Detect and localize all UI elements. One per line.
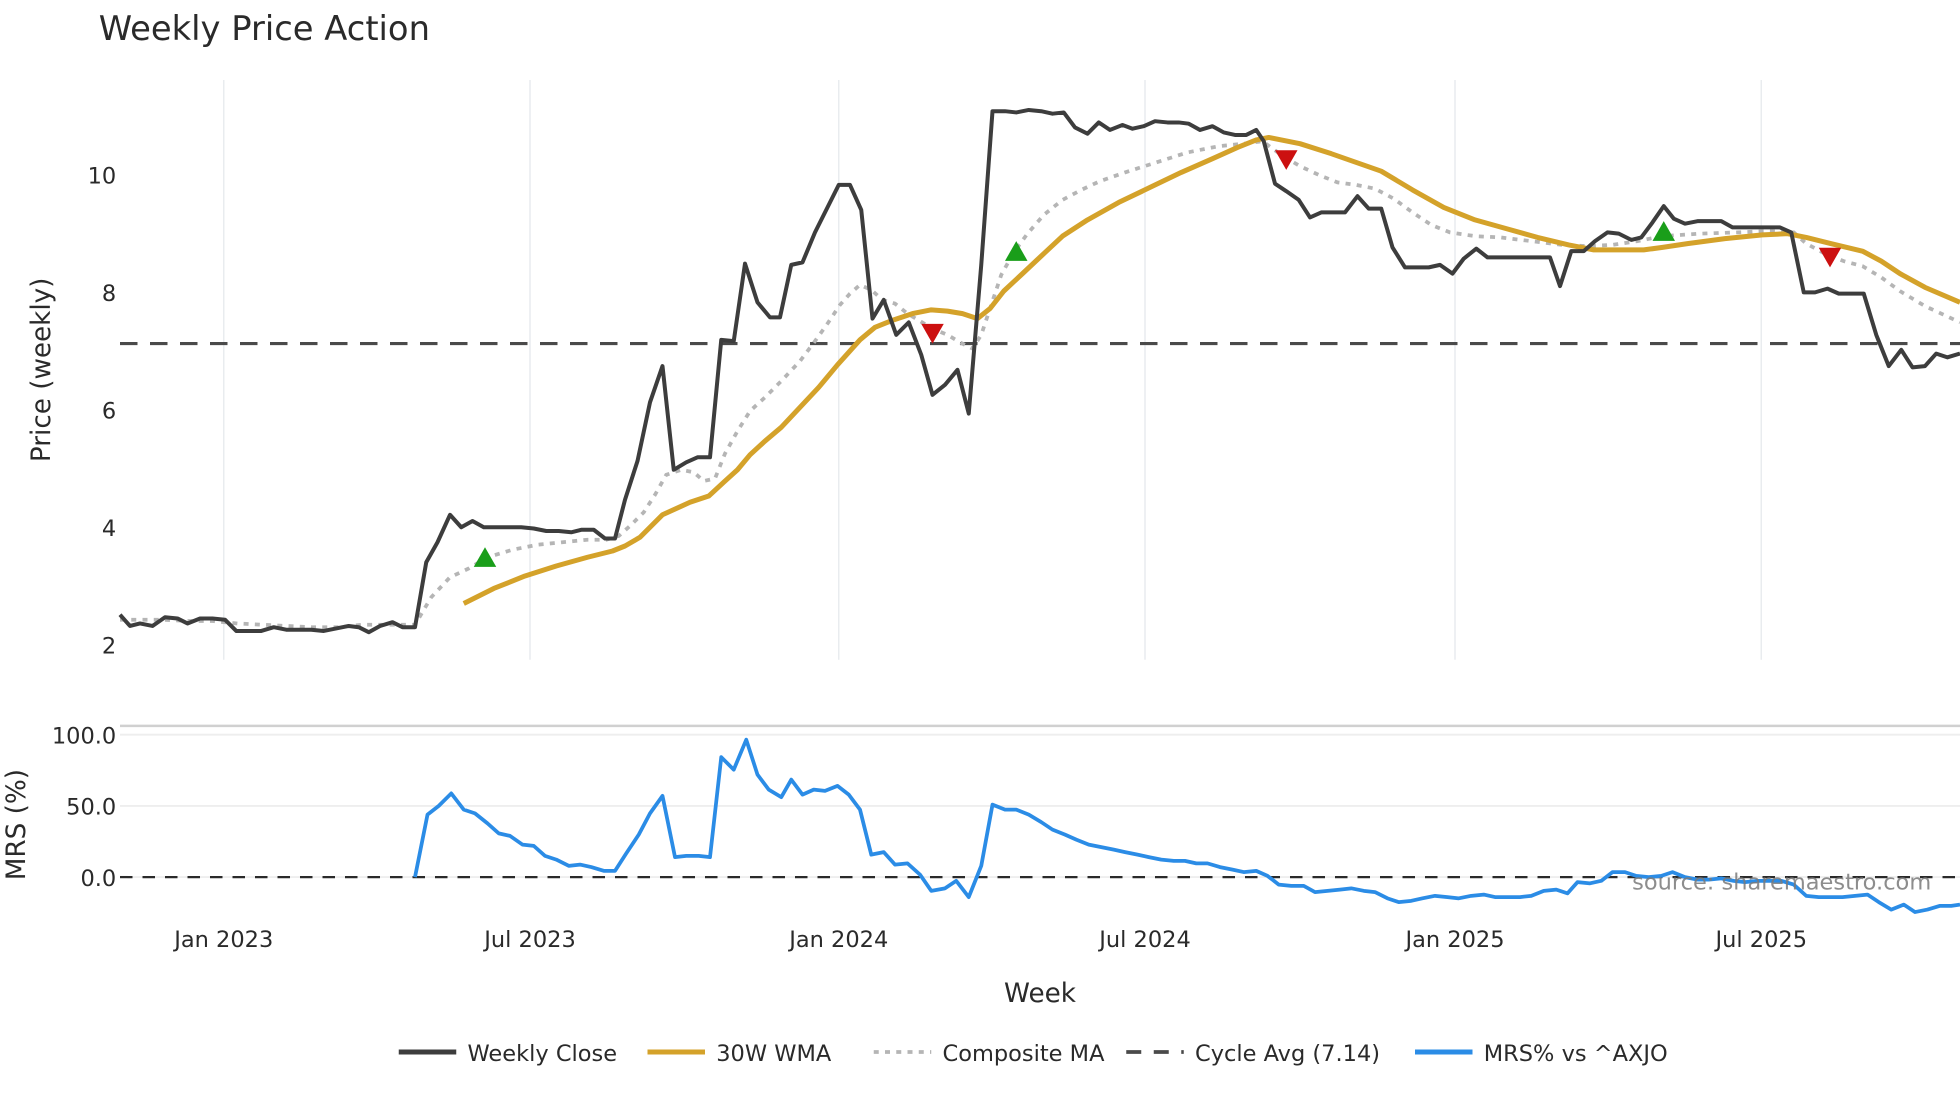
price-y-axis-label: Price (weekly)	[27, 278, 57, 463]
legend-label: MRS% vs ^AXJO	[1484, 1041, 1668, 1067]
x-tick-label: Jan 2023	[172, 927, 273, 953]
legend-item: 30W WMA	[647, 1041, 832, 1067]
x-tick-label: Jul 2025	[1713, 927, 1807, 953]
mrs-y-axis: 100.0 50.0 0.0	[52, 723, 116, 891]
mrs-tick-label: 100.0	[52, 723, 116, 749]
mrs-horizontal-gridlines	[120, 733, 1960, 879]
legend-item: MRS% vs ^AXJO	[1415, 1041, 1668, 1067]
x-tick-label: Jan 2025	[1403, 927, 1504, 953]
weekly-close-line	[118, 107, 1960, 635]
sell-signal-triangle-down-icon	[1818, 247, 1842, 268]
legend-label: Composite MA	[943, 1041, 1106, 1067]
mrs-y-axis-label: MRS (%)	[2, 769, 32, 880]
legend-item: Weekly Close	[398, 1041, 618, 1067]
x-tick-label: Jan 2024	[787, 927, 888, 953]
chart-title: Weekly Price Action	[99, 9, 430, 48]
price-tick-label: 6	[102, 399, 116, 425]
sell-signal-triangle-down-icon	[921, 323, 944, 344]
sell-signal-triangle-down-icon	[1275, 150, 1298, 170]
x-tick-label: Jul 2024	[1097, 927, 1191, 953]
x-axis: Jan 2023 Jul 2023 Jan 2024 Jul 2024 Jan 2025…	[172, 927, 1807, 953]
price-y-axis: 10 8 6 4 2	[88, 164, 117, 660]
mrs-line	[413, 737, 1960, 914]
legend-label: 30W WMA	[716, 1041, 832, 1067]
composite-ma-line	[120, 139, 1960, 630]
legend-label: Cycle Avg (7.14)	[1195, 1041, 1380, 1067]
source-watermark: source: sharemaestro.com	[1632, 870, 1931, 896]
mrs-tick-label: 0.0	[80, 866, 116, 892]
price-tick-label: 4	[102, 516, 116, 542]
wma-30w-line	[462, 134, 1960, 606]
buy-signal-triangle-up-icon	[1005, 241, 1028, 261]
price-tick-label: 2	[102, 633, 116, 659]
buy-signal-triangle-up-icon	[473, 547, 497, 567]
x-axis-label: Week	[1004, 979, 1077, 1009]
price-tick-label: 8	[102, 281, 116, 307]
legend-item: Composite MA	[873, 1041, 1106, 1067]
legend-label: Weekly Close	[468, 1041, 618, 1067]
legend: Weekly Close 30W WMA Composite MA Cycle Avg…	[398, 1041, 1668, 1067]
mrs-tick-label: 50.0	[66, 795, 116, 821]
signal-markers	[473, 150, 1842, 567]
buy-signal-triangle-up-icon	[1652, 221, 1675, 241]
x-tick-label: Jul 2023	[482, 927, 576, 953]
price-tick-label: 10	[88, 164, 117, 190]
legend-item: Cycle Avg (7.14)	[1126, 1041, 1380, 1067]
price-vertical-gridlines	[223, 79, 1762, 660]
